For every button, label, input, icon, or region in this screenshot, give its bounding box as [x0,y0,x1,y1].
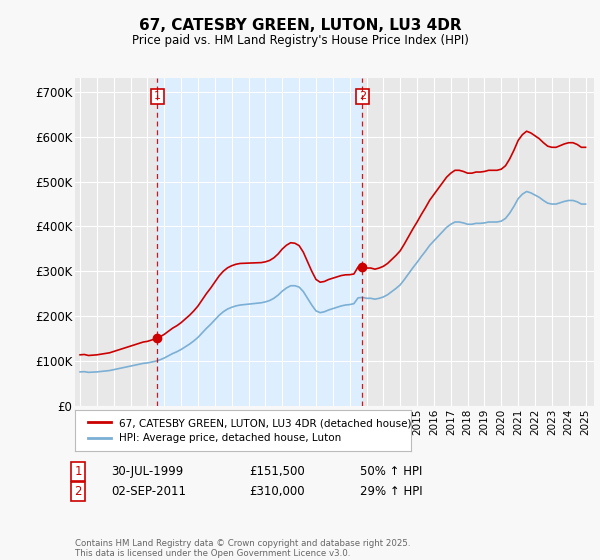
Text: Contains HM Land Registry data © Crown copyright and database right 2025.
This d: Contains HM Land Registry data © Crown c… [75,539,410,558]
Text: 2: 2 [74,485,82,498]
Bar [157,78,362,406]
Text: 2: 2 [359,91,366,101]
Text: 1: 1 [154,91,161,101]
Text: 1: 1 [74,465,82,478]
Text: 30-JUL-1999: 30-JUL-1999 [111,465,183,478]
Text: 29% ↑ HPI: 29% ↑ HPI [360,485,422,498]
Text: £151,500: £151,500 [249,465,305,478]
Text: Price paid vs. HM Land Registry's House Price Index (HPI): Price paid vs. HM Land Registry's House … [131,34,469,46]
Text: 02-SEP-2011: 02-SEP-2011 [111,485,186,498]
Text: £310,000: £310,000 [249,485,305,498]
Text: 67, CATESBY GREEN, LUTON, LU3 4DR: 67, CATESBY GREEN, LUTON, LU3 4DR [139,18,461,33]
Text: 50% ↑ HPI: 50% ↑ HPI [360,465,422,478]
Legend: 67, CATESBY GREEN, LUTON, LU3 4DR (detached house), HPI: Average price, detached: 67, CATESBY GREEN, LUTON, LU3 4DR (detac… [83,414,416,447]
